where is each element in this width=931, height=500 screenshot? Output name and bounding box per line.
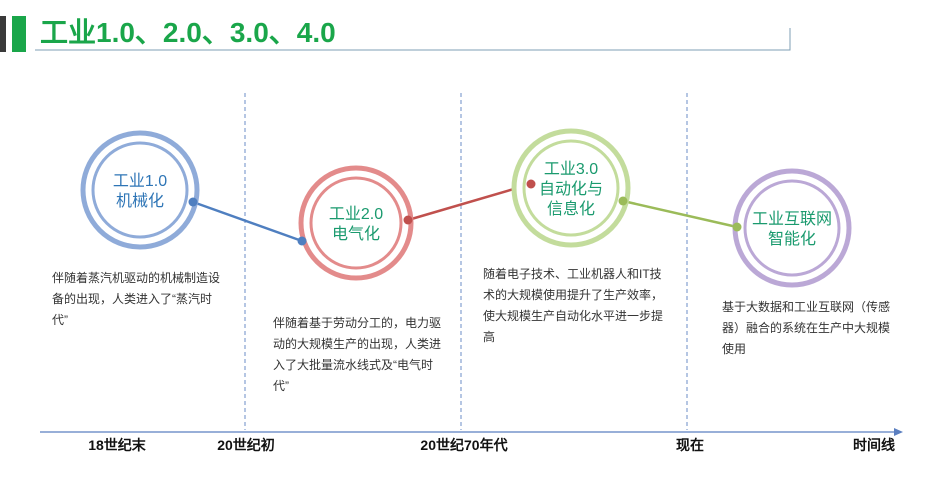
stage-description: 基于大数据和工业互联网（传感 — [722, 299, 890, 314]
stage-description: 术的大规模使用提升了生产效率， — [483, 287, 663, 302]
stage-description: 代” — [273, 379, 289, 393]
dividers — [244, 93, 688, 430]
timeline-label: 现在 — [676, 437, 704, 453]
stage-name: 自动化与 — [539, 180, 603, 198]
stage-description: 动的大规模生产的出现，人类进 — [273, 336, 441, 351]
ring-inner — [309, 176, 403, 270]
stage-name: 机械化 — [116, 192, 164, 210]
stage-description: 随着电子技术、工业机器人和IT技 — [483, 266, 662, 281]
stage-name: 工业1.0 — [113, 172, 167, 190]
ring-inner — [522, 139, 620, 237]
content: 工业1.0机械化伴随着蒸汽机驱动的机械制造设备的出现，人类进入了“蒸汽时代”工业… — [52, 128, 895, 453]
stage-name: 智能化 — [768, 230, 816, 248]
stage-description: 伴随着基于劳动分工的，电力驱 — [273, 315, 441, 330]
timeline-label: 20世纪70年代 — [420, 437, 507, 453]
connector-dot — [732, 222, 742, 232]
ring-inner — [743, 179, 841, 277]
title: 工业1.0、2.0、3.0、4.0 — [40, 17, 336, 48]
stage-name: 工业3.0 — [544, 160, 598, 178]
connector — [407, 182, 532, 222]
connector-dot — [526, 179, 536, 189]
connector-dot — [403, 215, 413, 225]
connector-dot — [188, 197, 198, 207]
stage-description: 备的出现，人类进入了“蒸汽时 — [52, 291, 212, 306]
stage-name: 工业2.0 — [329, 205, 383, 223]
stage-description: 伴随着蒸汽机驱动的机械制造设 — [52, 270, 220, 285]
ring-outer — [80, 130, 200, 250]
stage-description: 使用 — [722, 341, 746, 356]
title-bar-dark — [0, 16, 6, 52]
timeline-label: 18世纪末 — [88, 437, 147, 453]
ring-outer — [732, 168, 852, 288]
stage-description: 入了大批量流水线式及“电气时 — [273, 357, 433, 372]
stage-description: 高 — [483, 329, 495, 344]
timeline-label: 时间线 — [853, 437, 895, 453]
stage-description: 器）融合的系统在生产中大规模 — [722, 320, 890, 335]
title-underline — [35, 28, 791, 51]
stage-name: 工业互联网 — [752, 210, 832, 228]
timeline-label: 20世纪初 — [217, 437, 275, 453]
stage-description: 使大规模生产自动化水平进一步提 — [483, 308, 663, 323]
connector-dot — [618, 196, 628, 206]
connector-dot — [297, 236, 307, 246]
ring-inner — [91, 141, 189, 239]
title-bar-green — [12, 16, 26, 52]
connector — [622, 199, 738, 229]
stage-name: 信息化 — [547, 200, 595, 218]
connector — [192, 200, 303, 243]
stage-name: 电气化 — [332, 225, 380, 243]
stage-description: 代” — [52, 313, 68, 327]
ring-outer — [511, 128, 631, 248]
timeline-arrow — [894, 428, 903, 436]
ring-outer — [298, 165, 414, 281]
